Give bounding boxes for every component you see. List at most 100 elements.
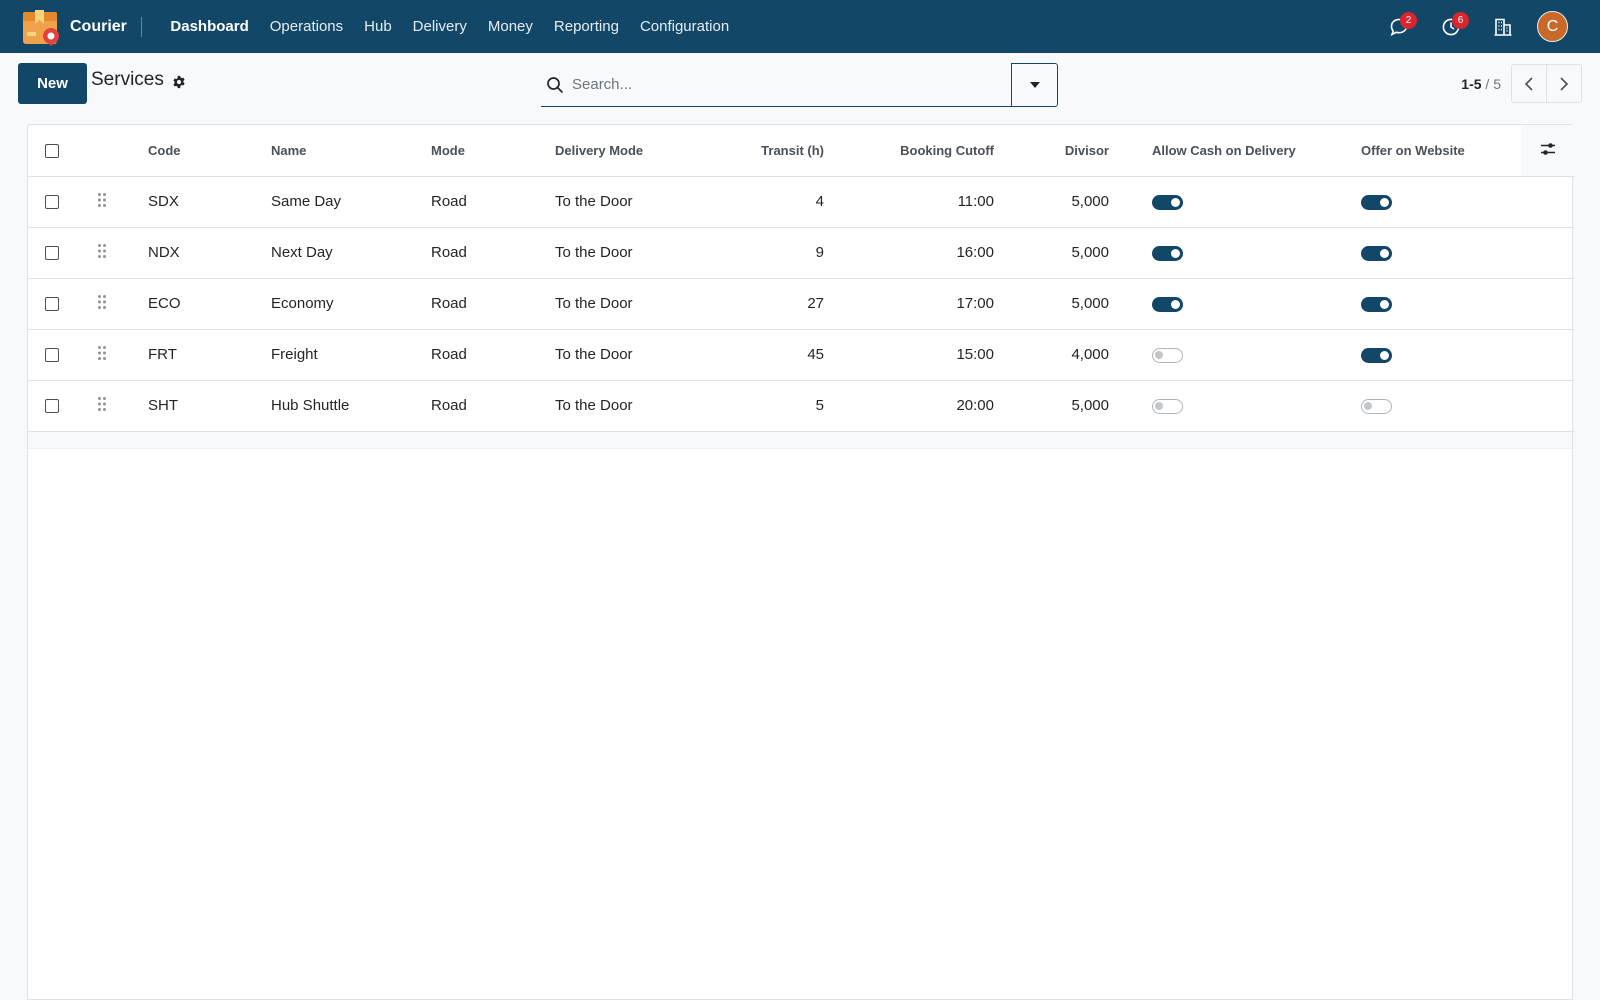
cell-divisor[interactable]: 5,000 — [1071, 193, 1109, 210]
cell-divisor[interactable]: 5,000 — [1071, 244, 1109, 261]
search-input[interactable] — [572, 76, 992, 93]
column-header-code[interactable]: Code — [148, 142, 181, 158]
activities-button[interactable]: 6 — [1425, 0, 1477, 53]
cell-name[interactable]: Freight — [271, 346, 318, 363]
user-avatar[interactable]: C — [1537, 11, 1568, 42]
cell-delivery-mode[interactable]: To the Door — [555, 244, 633, 261]
menu-delivery[interactable]: Delivery — [412, 18, 467, 35]
row-checkbox[interactable] — [45, 399, 59, 414]
row-trailing-cell — [1521, 227, 1574, 278]
row-checkbox[interactable] — [45, 195, 59, 210]
offer-on-website-toggle[interactable] — [1361, 398, 1392, 414]
menu-hub[interactable]: Hub — [364, 18, 392, 35]
cell-booking-cutoff[interactable]: 11:00 — [957, 193, 994, 210]
table-row[interactable]: ECO Economy Road To the Door 27 17:00 5,… — [28, 278, 1574, 329]
select-all-checkbox[interactable] — [45, 144, 59, 159]
menu-dashboard[interactable]: Dashboard — [170, 18, 249, 35]
top-navbar: Courier Dashboard Operations Hub Deliver… — [0, 0, 1600, 53]
menu-reporting[interactable]: Reporting — [553, 18, 619, 35]
table-row[interactable]: SDX Same Day Road To the Door 4 11:00 5,… — [28, 176, 1574, 227]
cell-delivery-mode[interactable]: To the Door — [555, 397, 633, 414]
cell-code[interactable]: FRT — [148, 346, 177, 363]
cell-transit[interactable]: 5 — [815, 397, 824, 414]
pager: 1-5 / 5 — [1461, 64, 1582, 103]
offer-on-website-toggle[interactable] — [1361, 194, 1392, 210]
cell-delivery-mode[interactable]: To the Door — [555, 193, 633, 210]
cell-transit[interactable]: 45 — [807, 346, 824, 363]
cell-code[interactable]: NDX — [148, 244, 180, 261]
menu-operations[interactable]: Operations — [269, 18, 344, 35]
search-bar — [541, 63, 1058, 107]
pager-previous-button[interactable] — [1511, 64, 1547, 103]
drag-handle-icon[interactable] — [97, 294, 107, 314]
allow-cod-toggle[interactable] — [1152, 296, 1183, 312]
drag-handle-icon[interactable] — [97, 345, 107, 365]
cell-booking-cutoff[interactable]: 15:00 — [956, 346, 994, 363]
cell-name[interactable]: Next Day — [271, 244, 333, 261]
cell-code[interactable]: SDX — [148, 193, 179, 210]
breadcrumb: Services — [91, 69, 186, 91]
row-checkbox[interactable] — [45, 246, 59, 261]
column-header-offer-on-website[interactable]: Offer on Website — [1361, 142, 1465, 158]
courier-app-logo-icon[interactable] — [22, 8, 60, 46]
offer-on-website-toggle[interactable] — [1361, 245, 1392, 261]
menu-money[interactable]: Money — [487, 18, 533, 35]
drag-handle-icon[interactable] — [97, 243, 107, 263]
cell-booking-cutoff[interactable]: 16:00 — [956, 244, 994, 261]
row-trailing-cell — [1521, 329, 1574, 380]
cell-mode[interactable]: Road — [431, 295, 467, 312]
drag-handle-icon[interactable] — [97, 192, 107, 212]
messages-button[interactable]: 2 — [1373, 0, 1425, 53]
allow-cod-toggle[interactable] — [1152, 347, 1183, 363]
cell-transit[interactable]: 4 — [815, 193, 824, 210]
cell-delivery-mode[interactable]: To the Door — [555, 295, 633, 312]
table-row[interactable]: FRT Freight Road To the Door 45 15:00 4,… — [28, 329, 1574, 380]
row-checkbox[interactable] — [45, 348, 59, 363]
cell-code[interactable]: ECO — [148, 295, 181, 312]
optional-columns-toggle[interactable] — [1521, 125, 1574, 176]
cell-name[interactable]: Hub Shuttle — [271, 397, 350, 414]
row-checkbox[interactable] — [45, 297, 59, 312]
column-header-divisor[interactable]: Divisor — [1064, 142, 1109, 158]
offer-on-website-toggle[interactable] — [1361, 347, 1392, 363]
cell-divisor[interactable]: 5,000 — [1071, 397, 1109, 414]
cell-transit[interactable]: 9 — [815, 244, 824, 261]
cell-booking-cutoff[interactable]: 20:00 — [956, 397, 994, 414]
cell-booking-cutoff[interactable]: 17:00 — [956, 295, 994, 312]
allow-cod-toggle[interactable] — [1152, 245, 1183, 261]
actions-gear-icon[interactable] — [172, 75, 186, 89]
search-options-toggle[interactable] — [1011, 63, 1058, 107]
allow-cod-toggle[interactable] — [1152, 194, 1183, 210]
company-switch-button[interactable] — [1477, 0, 1529, 53]
drag-handle-icon[interactable] — [97, 396, 107, 416]
new-button[interactable]: New — [18, 63, 87, 104]
cell-mode[interactable]: Road — [431, 346, 467, 363]
pager-next-button[interactable] — [1546, 64, 1582, 103]
cell-name[interactable]: Economy — [271, 295, 334, 312]
pager-limit: 5 — [1493, 75, 1501, 92]
menu-configuration[interactable]: Configuration — [639, 18, 730, 35]
app-name[interactable]: Courier — [70, 17, 127, 35]
column-header-mode[interactable]: Mode — [431, 142, 465, 158]
cell-divisor[interactable]: 5,000 — [1071, 295, 1109, 312]
pager-range[interactable]: 1-5 — [1461, 75, 1482, 92]
column-header-name[interactable]: Name — [271, 142, 307, 158]
cell-mode[interactable]: Road — [431, 193, 467, 210]
column-header-delivery-mode[interactable]: Delivery Mode — [555, 142, 644, 158]
cell-delivery-mode[interactable]: To the Door — [555, 346, 633, 363]
search-icon — [547, 76, 563, 93]
column-header-transit[interactable]: Transit (h) — [761, 142, 824, 158]
pager-value[interactable]: 1-5 / 5 — [1461, 76, 1501, 92]
cell-mode[interactable]: Road — [431, 244, 467, 261]
table-row[interactable]: SHT Hub Shuttle Road To the Door 5 20:00… — [28, 380, 1574, 431]
column-header-allow-cod[interactable]: Allow Cash on Delivery — [1152, 142, 1296, 158]
cell-mode[interactable]: Road — [431, 397, 467, 414]
allow-cod-toggle[interactable] — [1152, 398, 1183, 414]
cell-transit[interactable]: 27 — [807, 295, 824, 312]
column-header-booking-cutoff[interactable]: Booking Cutoff — [900, 142, 994, 158]
cell-name[interactable]: Same Day — [271, 193, 342, 210]
cell-divisor[interactable]: 4,000 — [1071, 346, 1109, 363]
table-row[interactable]: NDX Next Day Road To the Door 9 16:00 5,… — [28, 227, 1574, 278]
cell-code[interactable]: SHT — [148, 397, 178, 414]
offer-on-website-toggle[interactable] — [1361, 296, 1392, 312]
